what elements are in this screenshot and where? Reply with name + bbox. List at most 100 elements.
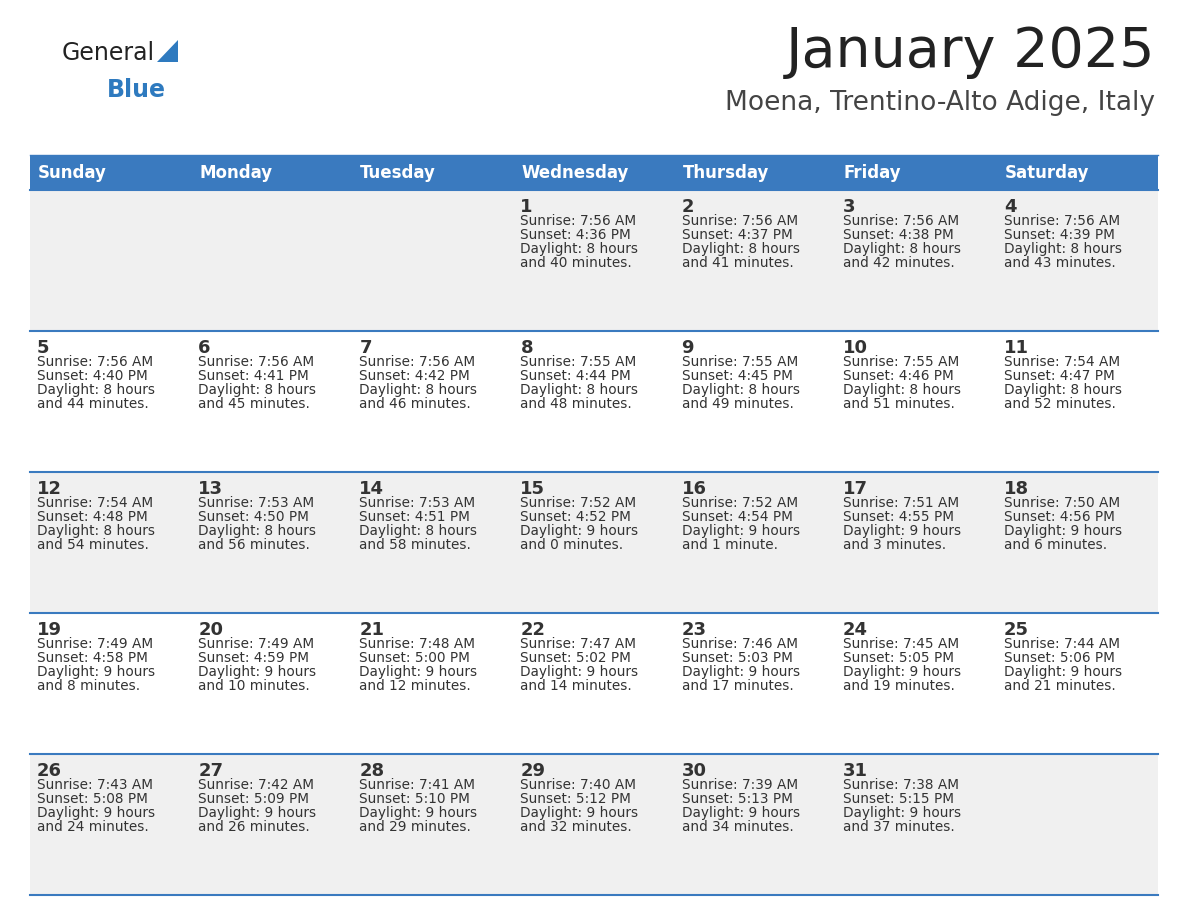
Text: and 29 minutes.: and 29 minutes. [359,820,472,834]
Text: 5: 5 [37,339,50,357]
Text: Sunset: 4:46 PM: Sunset: 4:46 PM [842,369,954,383]
Text: Sunrise: 7:45 AM: Sunrise: 7:45 AM [842,637,959,651]
Text: Daylight: 9 hours: Daylight: 9 hours [682,524,800,538]
Text: Daylight: 9 hours: Daylight: 9 hours [842,806,961,820]
Text: and 24 minutes.: and 24 minutes. [37,820,148,834]
Text: Daylight: 8 hours: Daylight: 8 hours [198,383,316,397]
Text: Sunrise: 7:43 AM: Sunrise: 7:43 AM [37,778,153,792]
Text: 17: 17 [842,480,867,498]
Text: Daylight: 9 hours: Daylight: 9 hours [198,665,316,679]
Text: 16: 16 [682,480,707,498]
Text: and 10 minutes.: and 10 minutes. [198,679,310,693]
Text: Daylight: 8 hours: Daylight: 8 hours [842,383,961,397]
Text: Sunset: 4:58 PM: Sunset: 4:58 PM [37,651,147,665]
Text: Sunset: 5:08 PM: Sunset: 5:08 PM [37,792,147,806]
Text: and 45 minutes.: and 45 minutes. [198,397,310,411]
Text: Sunset: 5:02 PM: Sunset: 5:02 PM [520,651,631,665]
Text: and 58 minutes.: and 58 minutes. [359,538,472,552]
Text: Sunset: 4:47 PM: Sunset: 4:47 PM [1004,369,1114,383]
Text: Daylight: 9 hours: Daylight: 9 hours [37,806,156,820]
Text: Sunrise: 7:56 AM: Sunrise: 7:56 AM [842,214,959,228]
Text: Sunrise: 7:48 AM: Sunrise: 7:48 AM [359,637,475,651]
Text: Daylight: 9 hours: Daylight: 9 hours [1004,524,1121,538]
Text: Sunset: 5:05 PM: Sunset: 5:05 PM [842,651,954,665]
Text: and 8 minutes.: and 8 minutes. [37,679,140,693]
Text: and 26 minutes.: and 26 minutes. [198,820,310,834]
Text: Sunrise: 7:40 AM: Sunrise: 7:40 AM [520,778,637,792]
Text: Sunrise: 7:55 AM: Sunrise: 7:55 AM [520,355,637,369]
Bar [30,331,1158,472]
Text: Sunset: 4:45 PM: Sunset: 4:45 PM [682,369,792,383]
Text: and 43 minutes.: and 43 minutes. [1004,256,1116,270]
Text: Sunrise: 7:56 AM: Sunrise: 7:56 AM [520,214,637,228]
Text: General: General [62,41,156,65]
Text: Sunrise: 7:44 AM: Sunrise: 7:44 AM [1004,637,1120,651]
Text: Daylight: 9 hours: Daylight: 9 hours [520,806,639,820]
Text: 12: 12 [37,480,62,498]
Text: and 49 minutes.: and 49 minutes. [682,397,794,411]
Text: Daylight: 8 hours: Daylight: 8 hours [37,383,154,397]
Text: Daylight: 8 hours: Daylight: 8 hours [37,524,154,538]
Bar [513,155,675,190]
Text: and 0 minutes.: and 0 minutes. [520,538,624,552]
Text: Daylight: 8 hours: Daylight: 8 hours [520,242,638,256]
Text: Sunrise: 7:38 AM: Sunrise: 7:38 AM [842,778,959,792]
Text: Sunrise: 7:39 AM: Sunrise: 7:39 AM [682,778,797,792]
Bar [30,155,191,190]
Text: Sunset: 5:09 PM: Sunset: 5:09 PM [198,792,309,806]
Text: Sunset: 5:06 PM: Sunset: 5:06 PM [1004,651,1114,665]
Text: and 44 minutes.: and 44 minutes. [37,397,148,411]
Text: Sunset: 5:00 PM: Sunset: 5:00 PM [359,651,470,665]
Text: and 32 minutes.: and 32 minutes. [520,820,632,834]
Text: Daylight: 8 hours: Daylight: 8 hours [359,383,478,397]
Text: 6: 6 [198,339,210,357]
Text: Sunset: 5:15 PM: Sunset: 5:15 PM [842,792,954,806]
Text: Sunrise: 7:52 AM: Sunrise: 7:52 AM [520,496,637,510]
Text: Sunset: 4:48 PM: Sunset: 4:48 PM [37,510,147,524]
Text: Daylight: 8 hours: Daylight: 8 hours [842,242,961,256]
Text: Daylight: 9 hours: Daylight: 9 hours [682,665,800,679]
Text: Daylight: 9 hours: Daylight: 9 hours [359,665,478,679]
Text: 19: 19 [37,621,62,639]
Text: Sunset: 4:41 PM: Sunset: 4:41 PM [198,369,309,383]
Text: Sunrise: 7:49 AM: Sunrise: 7:49 AM [198,637,315,651]
Text: Sunrise: 7:54 AM: Sunrise: 7:54 AM [1004,355,1120,369]
Text: Daylight: 9 hours: Daylight: 9 hours [37,665,156,679]
Text: 4: 4 [1004,198,1017,216]
Text: Daylight: 8 hours: Daylight: 8 hours [1004,242,1121,256]
Text: and 1 minute.: and 1 minute. [682,538,778,552]
Text: Sunrise: 7:46 AM: Sunrise: 7:46 AM [682,637,797,651]
Polygon shape [157,40,178,62]
Text: Sunrise: 7:56 AM: Sunrise: 7:56 AM [1004,214,1120,228]
Text: Sunrise: 7:54 AM: Sunrise: 7:54 AM [37,496,153,510]
Bar [191,155,353,190]
Text: Sunset: 4:36 PM: Sunset: 4:36 PM [520,228,631,242]
Text: 11: 11 [1004,339,1029,357]
Text: Sunrise: 7:47 AM: Sunrise: 7:47 AM [520,637,637,651]
Text: Sunrise: 7:53 AM: Sunrise: 7:53 AM [359,496,475,510]
Text: 2: 2 [682,198,694,216]
Text: Daylight: 8 hours: Daylight: 8 hours [682,242,800,256]
Text: Sunset: 4:56 PM: Sunset: 4:56 PM [1004,510,1114,524]
Bar [997,155,1158,190]
Text: 26: 26 [37,762,62,780]
Bar [353,155,513,190]
Text: Sunset: 4:44 PM: Sunset: 4:44 PM [520,369,631,383]
Text: and 46 minutes.: and 46 minutes. [359,397,470,411]
Text: 7: 7 [359,339,372,357]
Text: and 56 minutes.: and 56 minutes. [198,538,310,552]
Text: 14: 14 [359,480,384,498]
Text: Daylight: 8 hours: Daylight: 8 hours [682,383,800,397]
Text: Sunrise: 7:50 AM: Sunrise: 7:50 AM [1004,496,1120,510]
Text: Daylight: 9 hours: Daylight: 9 hours [520,524,639,538]
Text: Sunset: 4:42 PM: Sunset: 4:42 PM [359,369,470,383]
Text: Sunrise: 7:53 AM: Sunrise: 7:53 AM [198,496,315,510]
Text: Sunset: 4:38 PM: Sunset: 4:38 PM [842,228,954,242]
Text: 28: 28 [359,762,385,780]
Text: Moena, Trentino-Alto Adige, Italy: Moena, Trentino-Alto Adige, Italy [725,90,1155,116]
Text: Sunrise: 7:56 AM: Sunrise: 7:56 AM [682,214,797,228]
Text: and 3 minutes.: and 3 minutes. [842,538,946,552]
Text: 22: 22 [520,621,545,639]
Text: Sunset: 5:10 PM: Sunset: 5:10 PM [359,792,470,806]
Text: and 41 minutes.: and 41 minutes. [682,256,794,270]
